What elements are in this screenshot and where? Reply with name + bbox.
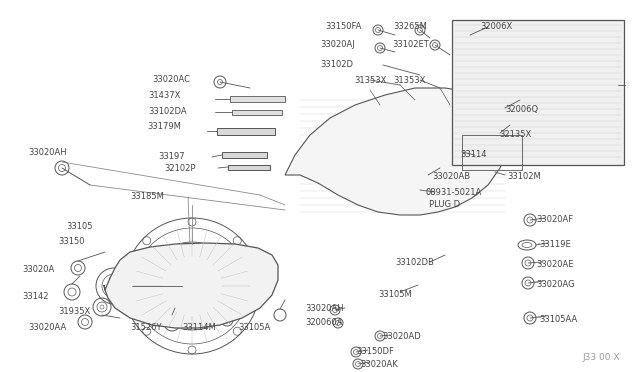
Text: 33020AD: 33020AD [382,332,420,341]
Text: 33179M: 33179M [147,122,181,131]
Bar [228,165,270,170]
Bar [452,20,624,165]
Text: 32006X: 32006X [480,22,512,31]
Text: 33102D: 33102D [320,60,353,69]
Text: 33105M: 33105M [378,290,412,299]
Text: 33020AE: 33020AE [536,260,573,269]
Text: 31526Y: 31526Y [130,323,161,332]
Text: 320060A: 320060A [305,318,342,327]
Text: 33020AA: 33020AA [28,323,67,332]
Bar [232,110,282,115]
Text: 33150: 33150 [58,237,84,246]
Text: 08931-5021A: 08931-5021A [425,188,481,197]
Text: PLUG D: PLUG D [429,200,460,209]
Text: 33020AF: 33020AF [536,215,573,224]
Text: 33020A: 33020A [22,265,54,274]
Text: 32006Q: 32006Q [505,105,538,114]
Text: 33102DB: 33102DB [395,258,434,267]
Text: 33020AH: 33020AH [305,304,344,313]
Text: 33020AH: 33020AH [28,148,67,157]
Text: 33185M: 33185M [130,192,164,201]
Text: 31437X: 31437X [148,91,180,100]
Text: 33119E: 33119E [539,240,571,249]
Bar [222,152,267,158]
Text: 33020AG: 33020AG [536,280,575,289]
Text: 31935X: 31935X [58,307,90,316]
Polygon shape [104,243,278,328]
Text: 33020AC: 33020AC [152,75,190,84]
Text: 33142: 33142 [22,292,49,301]
Text: 32135X: 32135X [499,130,531,139]
Text: 33102ET: 33102ET [392,40,429,49]
Text: 31353X: 31353X [354,76,387,85]
Text: 33265M: 33265M [393,22,427,31]
Text: 33020AJ: 33020AJ [320,40,355,49]
Text: 33150FA: 33150FA [325,22,362,31]
Text: 32102P: 32102P [164,164,195,173]
Text: 33197: 33197 [158,152,184,161]
Text: 33020AK: 33020AK [360,360,397,369]
Text: 33114: 33114 [460,150,486,159]
Text: 31353X: 31353X [393,76,426,85]
Text: 33105A: 33105A [238,323,270,332]
Bar [217,128,275,135]
Text: 33020AB: 33020AB [432,172,470,181]
Text: 33114M: 33114M [182,323,216,332]
Text: 33105AA: 33105AA [539,315,577,324]
Text: 33105: 33105 [66,222,93,231]
Polygon shape [285,88,510,215]
Text: 33102DA: 33102DA [148,107,187,116]
Text: 33102M: 33102M [507,172,541,181]
Text: J33 00·X: J33 00·X [582,353,620,362]
Text: 33150DF: 33150DF [356,347,394,356]
Bar [230,96,285,102]
Bar [462,135,522,170]
